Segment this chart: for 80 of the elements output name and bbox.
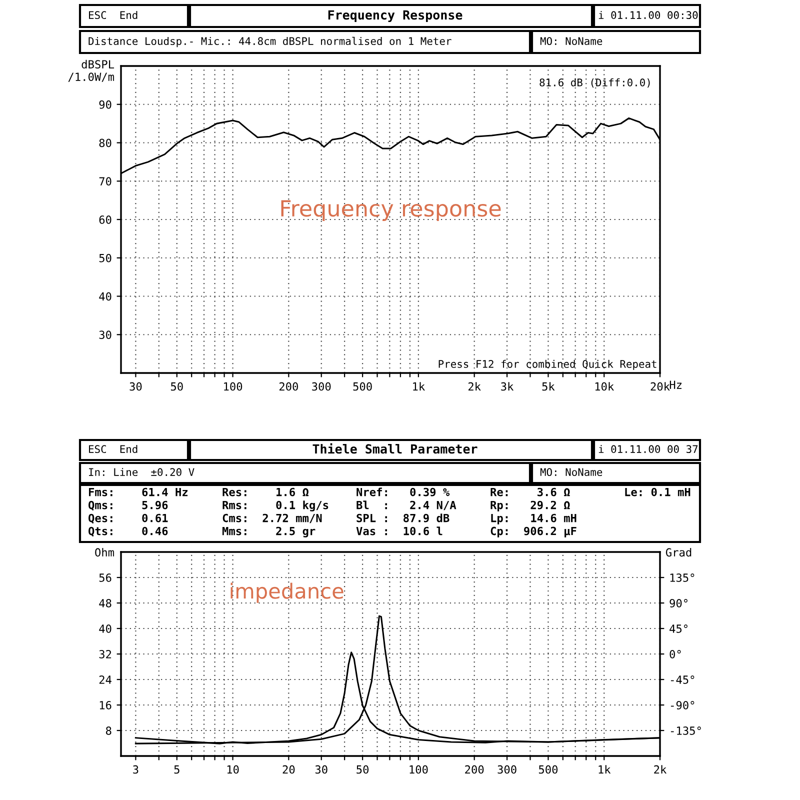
x-tick-label: 100	[410, 765, 428, 774]
y2-tick-label: -90°	[670, 701, 694, 710]
x-tick-label: 1k	[413, 382, 425, 391]
y2-tick-label: -45°	[670, 676, 694, 684]
text: Cms: 2.72 mm/N	[222, 514, 322, 524]
x-tick-label: 30	[315, 765, 328, 774]
annotation: Press F12 for combined Quick Repeat	[438, 360, 656, 370]
x-tick-label: 1k	[598, 765, 611, 774]
annotation: Frequency response	[281, 200, 501, 222]
x-tick-label: 2k	[468, 382, 481, 391]
text: ESC End	[89, 10, 138, 20]
text: Rp: 29.2 Ω	[490, 500, 570, 512]
x-tick-label: 300	[312, 382, 331, 391]
y2-tick-label: -135°	[670, 726, 701, 735]
text: ESC End	[89, 444, 138, 454]
x-tick-label: 50	[356, 765, 369, 774]
x-tick-label: 5k	[542, 382, 555, 391]
y2-tick-label: 45°	[670, 624, 688, 633]
text: Vas : 10.6 l	[356, 526, 442, 536]
text: Re: 3.6 Ω	[490, 488, 570, 496]
y-tick-label: 40	[99, 292, 112, 301]
x-tick-label: 200	[465, 765, 484, 774]
x-tick-label: 20k	[650, 382, 670, 391]
text: MO: NoName	[540, 37, 602, 46]
text: Res: 1.6 Ω	[222, 488, 308, 496]
chart-title: Thiele Small Parameter	[312, 443, 478, 454]
text: i 01.11.00 00:30	[598, 10, 698, 20]
y-tick-label: 60	[99, 216, 112, 224]
y-tick-label: 90	[99, 100, 112, 109]
text: Rms: 0.1 kg/s	[222, 500, 328, 512]
y-tick-label: 56	[99, 574, 112, 582]
text: Cp: 906.2 µF	[490, 526, 576, 538]
text: Fms: 61.4 Hz	[88, 488, 188, 496]
y2-tick-label: 135°	[670, 574, 694, 582]
y-tick-label: 30	[99, 330, 112, 340]
x-tick-label: 10k	[595, 382, 614, 391]
chart-title: Frequency Response	[328, 10, 462, 22]
x-tick-label: 3k	[501, 382, 514, 391]
text: Mms: 2.5 gr	[222, 526, 316, 538]
text: Qms: 5.96	[88, 500, 168, 511]
annotation: 81.6 dB (Diff:0.0)	[540, 78, 650, 88]
y-axis-title: Ohm	[95, 548, 114, 557]
x-tick-label: 5	[174, 765, 180, 774]
y-tick-label: 40	[99, 624, 112, 633]
text: Lp: 14.6 mH	[491, 514, 576, 524]
y2-tick-label: 0°	[670, 650, 681, 658]
text: SPL : 87.9 dB	[356, 514, 450, 522]
text: In: Line ±0.20 V	[89, 468, 194, 476]
x-tick-label: 2k	[654, 765, 667, 774]
x-tick-label: 500	[353, 382, 372, 391]
text: Nref: 0.39 %	[356, 488, 450, 496]
text: Qts: 0.46	[88, 526, 168, 537]
y-tick-label: 16	[100, 701, 112, 710]
y-tick-label: 70	[99, 177, 112, 186]
x-axis-title: Hz	[670, 380, 682, 389]
x-tick-label: 200	[279, 382, 298, 391]
x-tick-label: 20	[282, 765, 295, 774]
x-tick-label: 300	[498, 765, 516, 774]
y-tick-label: 8	[106, 726, 112, 735]
text: Qes: 0.61	[88, 514, 168, 524]
text: i 01.11.00 00 37	[598, 444, 698, 454]
text: MO: NoName	[540, 468, 602, 476]
y-tick-label: 32	[99, 650, 112, 658]
y-tick-label: 50	[99, 254, 112, 262]
x-tick-label: 500	[538, 765, 558, 774]
y-tick-label: 80	[99, 138, 112, 148]
y2-tick-label: 90°	[670, 599, 688, 608]
x-tick-label: 100	[224, 382, 242, 391]
x-tick-label: 10	[227, 765, 239, 774]
annotation: impedance	[230, 582, 344, 603]
y2-axis-title: Grad	[666, 548, 692, 557]
x-tick-label: 30	[130, 382, 142, 391]
x-tick-label: 50	[170, 382, 183, 391]
y-tick-label: 24	[99, 676, 112, 684]
text: Distance Loudsp.- Mic.: 44.8cm dBSPL normalised on 1 Meter	[88, 36, 452, 48]
text: Bl : 2.4 N/A	[356, 500, 456, 510]
y-tick-label: 48	[99, 599, 112, 608]
text: Le: 0.1 mH	[625, 488, 690, 496]
y-axis-title: dBSPL /1.0W/m	[68, 60, 114, 82]
x-tick-label: 3	[133, 765, 138, 774]
